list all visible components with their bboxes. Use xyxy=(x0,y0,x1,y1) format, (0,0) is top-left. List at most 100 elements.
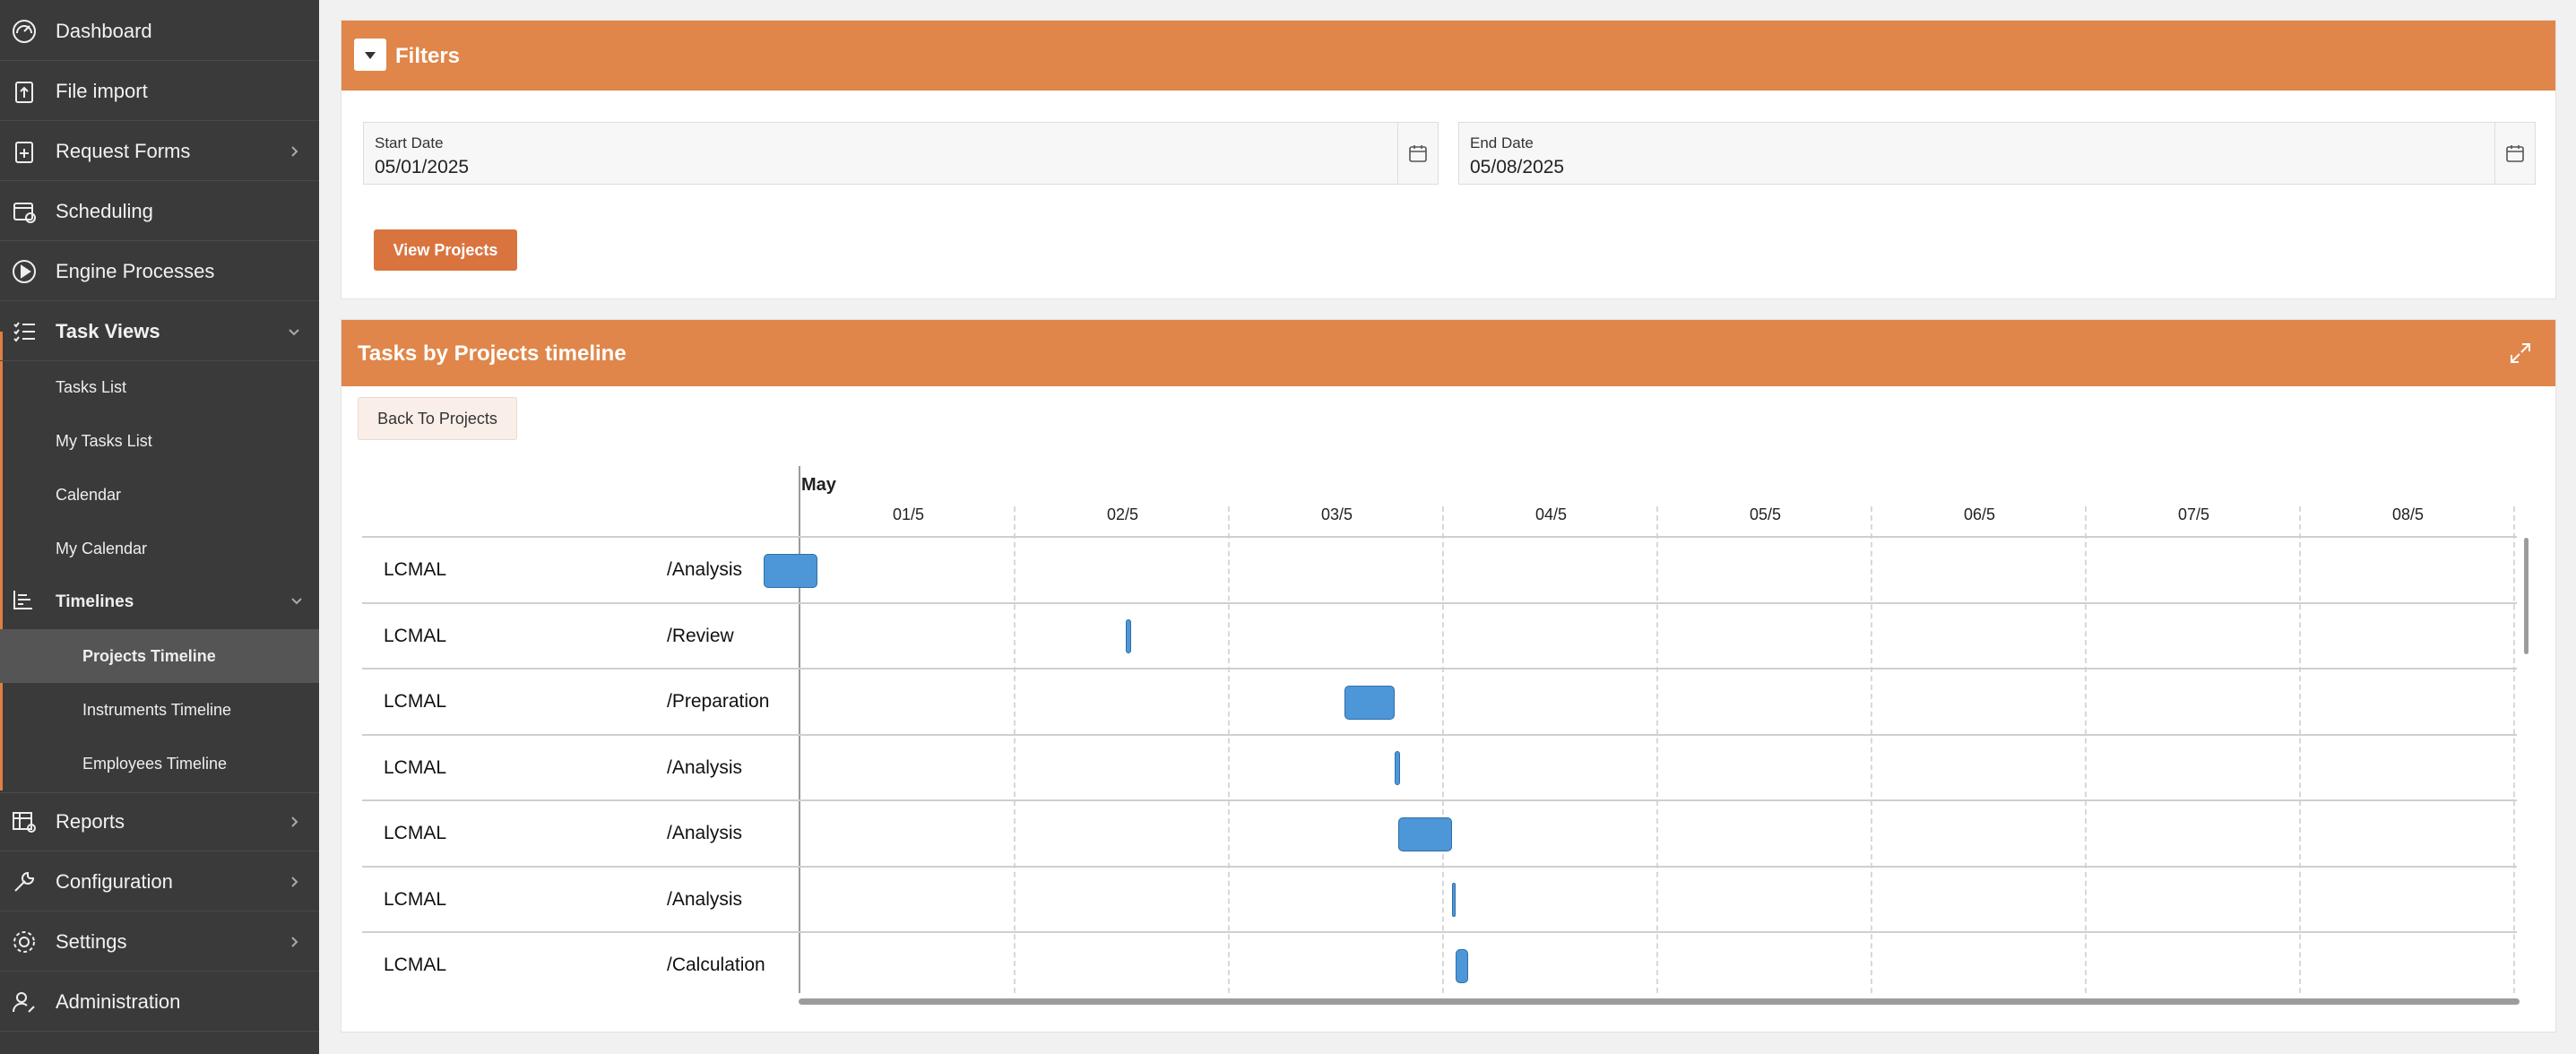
task-bar[interactable] xyxy=(1452,883,1456,918)
gear-icon xyxy=(9,927,39,957)
sidebar-item-label: Reports xyxy=(56,810,125,833)
sidebar-item-timelines[interactable]: Timelines xyxy=(0,575,319,629)
scheduling-icon xyxy=(9,196,39,227)
row-divider xyxy=(362,865,2517,868)
view-projects-button[interactable]: View Projects xyxy=(374,229,517,271)
sidebar-item-label: Settings xyxy=(56,929,127,953)
sidebar-item-label: Scheduling xyxy=(56,199,153,222)
sidebar-item-request-forms[interactable]: Request Forms xyxy=(0,122,319,181)
row-task-label: /Preparation xyxy=(667,691,770,712)
calendar-icon[interactable] xyxy=(2494,123,2535,184)
collapse-filters-button[interactable] xyxy=(354,39,386,71)
start-date-field[interactable]: Start Date 05/01/2025 xyxy=(363,122,1439,185)
sidebar-item-label: My Calendar xyxy=(56,539,148,557)
gantt-chart: May 01/5 02/5 03/5 04/5 05/5 06/5 07/5 08/5 LCM… xyxy=(362,466,2549,1005)
sidebar-item-label: Employees Timeline xyxy=(82,754,228,773)
timeline-panel: Tasks by Projects timeline Back To Proje… xyxy=(341,319,2556,1032)
filters-title: Filters xyxy=(395,44,461,68)
sidebar-item-label: File import xyxy=(56,79,148,102)
timeline-title: Tasks by Projects timeline xyxy=(358,341,627,366)
row-task-label: /Analysis xyxy=(667,823,743,843)
sidebar-item-instruments-timeline[interactable]: Instruments Timeline xyxy=(0,683,319,737)
row-divider xyxy=(362,536,2517,538)
chevron-right-icon xyxy=(285,873,303,891)
file-import-icon xyxy=(9,76,39,107)
row-task-label: /Analysis xyxy=(667,888,743,910)
row-project-label: LCMAL xyxy=(384,823,447,843)
task-bar[interactable] xyxy=(1344,685,1395,720)
back-to-projects-button[interactable]: Back To Projects xyxy=(358,397,517,440)
task-bar[interactable] xyxy=(764,553,817,588)
row-divider xyxy=(362,931,2517,933)
sidebar-item-employees-timeline[interactable]: Employees Timeline xyxy=(0,737,319,790)
day-gridline xyxy=(2085,506,2087,993)
day-tick-label: 03/5 xyxy=(1320,505,1353,523)
sidebar-item-label: Task Views xyxy=(56,319,160,342)
wrench-icon xyxy=(9,867,39,897)
sidebar-item-settings[interactable]: Settings xyxy=(0,912,319,972)
row-project-label: LCMAL xyxy=(384,955,447,975)
sidebar-item-reports[interactable]: Reports xyxy=(0,792,319,851)
expand-icon[interactable] xyxy=(2509,341,2532,371)
task-bar[interactable] xyxy=(1395,751,1400,786)
admin-icon xyxy=(9,987,39,1017)
month-label: May xyxy=(801,475,836,495)
sidebar-item-my-calendar[interactable]: My Calendar xyxy=(0,522,319,575)
timeline-icon xyxy=(11,587,36,618)
day-tick-label: 07/5 xyxy=(2177,505,2210,523)
calendar-icon[interactable] xyxy=(1397,123,1438,184)
sidebar-item-task-views[interactable]: Task Views xyxy=(0,302,319,361)
chevron-down-icon xyxy=(290,592,303,612)
sidebar-item-label: Calendar xyxy=(56,485,122,504)
sidebar-item-dashboard[interactable]: Dashboard xyxy=(0,2,319,61)
sidebar-item-tasks-list[interactable]: Tasks List xyxy=(0,360,319,414)
row-divider xyxy=(362,799,2517,801)
row-project-label: LCMAL xyxy=(384,559,447,580)
timeline-axis-separator xyxy=(799,466,800,993)
day-gridline xyxy=(1871,506,1872,993)
sidebar-item-label: Instruments Timeline xyxy=(82,700,232,719)
sidebar-item-engine-processes[interactable]: Engine Processes xyxy=(0,242,319,301)
day-gridline xyxy=(1014,506,1016,993)
sidebar-item-scheduling[interactable]: Scheduling xyxy=(0,182,319,241)
day-gridline xyxy=(1228,506,1230,993)
task-bar[interactable] xyxy=(1456,948,1468,983)
row-divider xyxy=(362,733,2517,736)
chevron-right-icon xyxy=(285,813,303,831)
end-date-field[interactable]: End Date 05/08/2025 xyxy=(1458,122,2536,185)
sidebar-item-label: Engine Processes xyxy=(56,259,215,282)
request-forms-icon xyxy=(9,136,39,167)
sidebar-item-label: Timelines xyxy=(56,592,134,611)
chevron-down-icon xyxy=(285,323,303,341)
task-bar[interactable] xyxy=(1126,619,1131,654)
task-bar[interactable] xyxy=(1398,816,1452,851)
sidebar-item-calendar[interactable]: Calendar xyxy=(0,468,319,522)
vertical-scrollbar[interactable] xyxy=(2524,538,2528,654)
chevron-right-icon xyxy=(285,933,303,951)
sidebar-item-configuration[interactable]: Configuration xyxy=(0,852,319,911)
active-section-indicator xyxy=(0,332,3,790)
sidebar-item-label: Request Forms xyxy=(56,139,191,162)
reports-icon xyxy=(9,807,39,837)
play-icon xyxy=(9,256,39,287)
start-date-value[interactable]: 05/01/2025 xyxy=(375,157,470,177)
sidebar-item-projects-timeline[interactable]: Projects Timeline xyxy=(0,629,319,683)
end-date-label: End Date xyxy=(1470,134,1534,151)
horizontal-scrollbar[interactable] xyxy=(799,998,2520,1005)
row-project-label: LCMAL xyxy=(384,625,447,646)
day-tick-label: 06/5 xyxy=(1963,505,1996,523)
start-date-label: Start Date xyxy=(375,134,444,151)
row-project-label: LCMAL xyxy=(384,888,447,910)
row-task-label: /Analysis xyxy=(667,559,743,580)
row-task-label: /Calculation xyxy=(667,955,765,975)
day-gridline xyxy=(2299,506,2301,993)
sidebar-item-label: Dashboard xyxy=(56,19,152,42)
sidebar-item-my-tasks-list[interactable]: My Tasks List xyxy=(0,414,319,468)
sidebar-item-label: Projects Timeline xyxy=(82,646,216,665)
end-date-value[interactable]: 05/08/2025 xyxy=(1470,157,1565,177)
row-project-label: LCMAL xyxy=(384,691,447,712)
caret-down-icon xyxy=(364,42,376,67)
sidebar-item-file-import[interactable]: File import xyxy=(0,62,319,121)
row-task-label: /Analysis xyxy=(667,756,743,778)
sidebar-item-administration[interactable]: Administration xyxy=(0,972,319,1032)
